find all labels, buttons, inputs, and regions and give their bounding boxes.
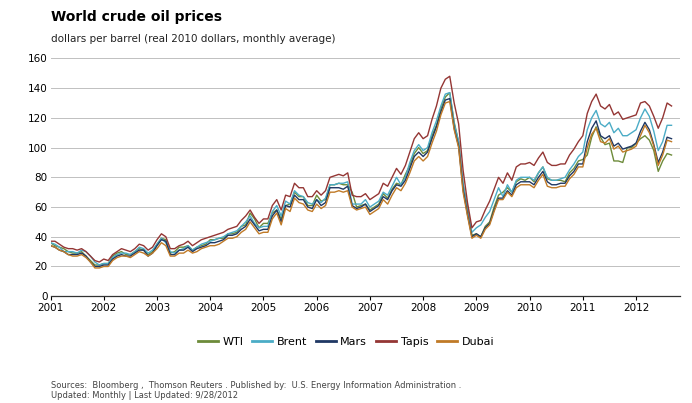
Tapis — [645, 104, 653, 108]
Tapis — [255, 221, 263, 226]
Tapis — [446, 74, 454, 79]
Dubai — [583, 145, 592, 150]
Brent — [597, 121, 605, 126]
Dubai — [645, 130, 653, 135]
Brent — [51, 242, 59, 247]
Line: Brent: Brent — [51, 93, 671, 265]
Mars — [645, 127, 653, 132]
Tapis — [51, 239, 59, 244]
Mars — [597, 133, 605, 138]
Brent — [645, 114, 653, 119]
Mars — [82, 253, 90, 258]
Line: WTI: WTI — [51, 93, 671, 265]
Brent — [667, 123, 675, 128]
Tapis — [95, 260, 104, 264]
Dubai — [82, 255, 90, 260]
Line: Mars: Mars — [51, 99, 671, 266]
WTI — [645, 138, 653, 143]
Mars — [583, 139, 592, 144]
Brent — [255, 225, 263, 230]
WTI — [446, 90, 454, 95]
Dubai — [255, 231, 263, 236]
WTI — [51, 243, 59, 248]
Dubai — [667, 139, 675, 144]
Dubai — [597, 139, 605, 144]
Legend: WTI, Brent, Mars, Tapis, Dubai: WTI, Brent, Mars, Tapis, Dubai — [194, 332, 498, 351]
Tapis — [46, 239, 55, 244]
WTI — [82, 253, 90, 258]
Text: Sources:  Bloomberg ,  Thomson Reuters . Published by:  U.S. Energy Information : Sources: Bloomberg , Thomson Reuters . P… — [51, 381, 461, 400]
Mars — [667, 136, 675, 141]
WTI — [255, 225, 263, 230]
Brent — [446, 90, 454, 95]
Mars — [91, 264, 99, 269]
Tapis — [583, 111, 592, 116]
Mars — [446, 96, 454, 101]
Brent — [82, 249, 90, 254]
Dubai — [446, 99, 454, 104]
Dubai — [46, 243, 55, 248]
WTI — [91, 263, 99, 268]
Text: dollars per barrel (real 2010 dollars, monthly average): dollars per barrel (real 2010 dollars, m… — [51, 34, 335, 44]
Dubai — [51, 245, 59, 249]
Mars — [51, 245, 59, 249]
Tapis — [597, 104, 605, 108]
Brent — [95, 263, 104, 268]
Text: World crude oil prices: World crude oil prices — [51, 10, 221, 24]
Line: Dubai: Dubai — [51, 102, 671, 268]
Line: Tapis: Tapis — [51, 76, 671, 262]
Mars — [46, 243, 55, 248]
Tapis — [82, 249, 90, 254]
Brent — [583, 127, 592, 132]
Tapis — [667, 104, 675, 108]
WTI — [46, 240, 55, 245]
Mars — [255, 229, 263, 233]
WTI — [667, 153, 675, 158]
Brent — [46, 240, 55, 245]
WTI — [583, 153, 592, 158]
WTI — [597, 135, 605, 139]
Dubai — [91, 266, 99, 270]
